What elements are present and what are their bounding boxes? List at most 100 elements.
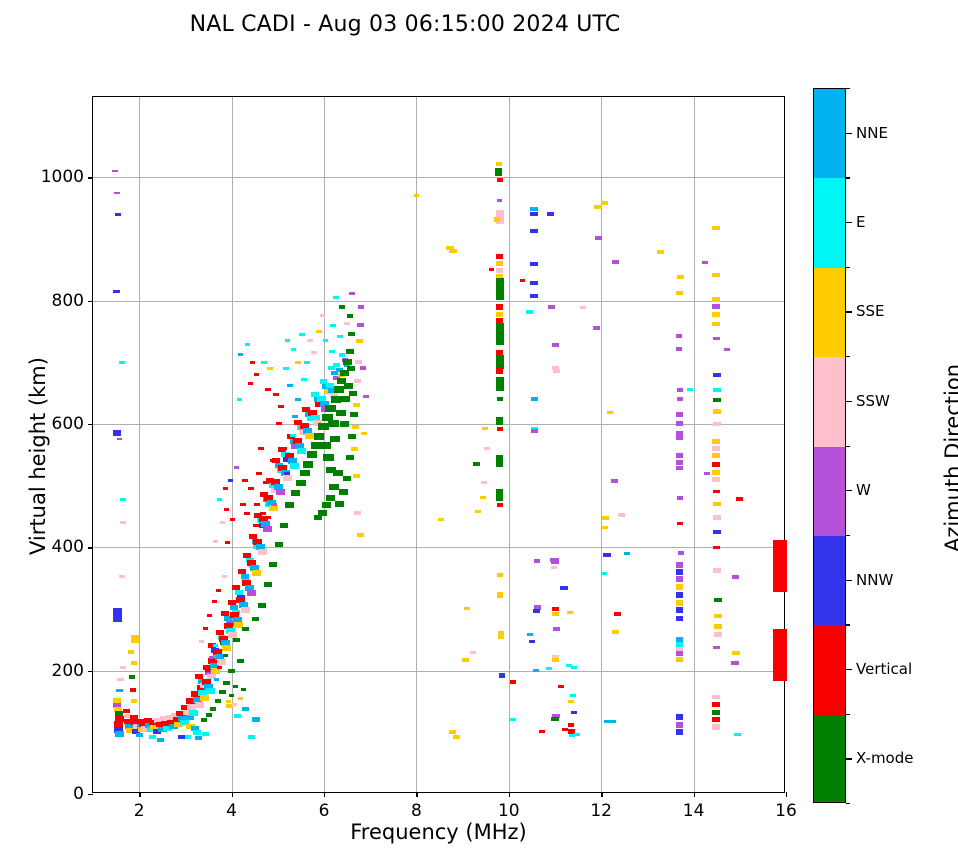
colorbar-segment-x-mode[interactable]	[814, 714, 845, 802]
echo-mark	[711, 710, 720, 716]
echo-mark	[339, 352, 346, 357]
echo-mark	[676, 576, 684, 583]
echo-mark	[211, 600, 217, 604]
echo-mark	[115, 731, 125, 738]
echo-mark	[207, 658, 217, 665]
colorbar-boundary-tick	[846, 177, 850, 179]
echo-mark	[712, 529, 721, 534]
echo-mark	[333, 386, 344, 394]
colorbar-label-e: E	[856, 213, 866, 232]
colorbar-segment-w[interactable]	[814, 446, 845, 537]
colorbar-segment-sse[interactable]	[814, 267, 845, 358]
echo-mark	[223, 616, 232, 622]
colorbar-segment-e[interactable]	[814, 178, 845, 269]
echo-mark	[127, 650, 134, 655]
echo-mark	[497, 592, 504, 599]
echo-mark	[248, 533, 257, 539]
echo-mark	[510, 679, 517, 684]
echo-mark	[713, 645, 721, 649]
echo-mark	[114, 715, 124, 722]
echo-mark	[676, 430, 684, 440]
echo-mark	[676, 522, 683, 526]
echo-mark	[346, 365, 355, 371]
echo-mark	[241, 687, 247, 691]
x-axis-tick	[786, 792, 788, 797]
echo-mark	[184, 715, 194, 720]
echo-mark	[271, 502, 278, 506]
echo-mark	[228, 668, 236, 673]
echo-mark	[304, 433, 314, 440]
echo-mark	[285, 339, 291, 343]
echo-mark	[135, 732, 143, 737]
echo-mark	[566, 610, 573, 614]
echo-mark	[551, 657, 559, 662]
echo-mark	[413, 194, 419, 198]
echo-mark	[340, 396, 350, 403]
echo-mark	[571, 666, 578, 670]
echo-mark	[191, 691, 201, 698]
echo-mark	[317, 509, 327, 516]
echo-mark	[552, 606, 560, 611]
echo-mark	[224, 623, 234, 630]
echo-mark	[600, 571, 607, 575]
y-axis-tick-label: 400	[51, 537, 84, 558]
azimuth-colorbar[interactable]	[813, 88, 846, 803]
echo-mark	[141, 726, 151, 732]
echo-mark	[194, 736, 202, 741]
echo-mark	[200, 695, 210, 702]
echo-mark	[526, 633, 533, 637]
echo-mark	[261, 520, 271, 527]
colorbar-segment-ssw[interactable]	[814, 357, 845, 448]
echo-mark	[115, 212, 122, 216]
echo-mark	[712, 409, 721, 415]
echo-mark	[237, 659, 245, 664]
echo-mark	[712, 387, 721, 392]
x-axis-tick-label: 4	[226, 801, 238, 821]
x-axis-tick	[508, 792, 511, 797]
echo-mark	[711, 476, 720, 482]
echo-mark	[711, 717, 720, 723]
echo-mark	[464, 607, 471, 611]
echo-mark	[346, 313, 353, 318]
echo-mark	[330, 436, 341, 443]
echo-mark	[496, 303, 504, 310]
echo-mark	[496, 454, 504, 467]
echo-mark	[520, 279, 526, 283]
echo-mark	[320, 442, 332, 449]
echo-mark	[306, 451, 317, 459]
colorbar-segment-nne[interactable]	[814, 89, 845, 179]
echo-mark	[676, 561, 684, 568]
echo-mark	[252, 570, 262, 577]
echo-mark	[618, 513, 626, 518]
echo-mark	[258, 447, 265, 451]
echo-mark	[304, 360, 311, 364]
echo-mark	[479, 496, 486, 500]
echo-mark	[172, 717, 182, 723]
colorbar-boundary-tick	[846, 803, 850, 805]
echo-mark	[772, 539, 787, 592]
echo-mark	[120, 521, 127, 525]
colorbar-boundary-tick	[846, 88, 850, 90]
echo-mark	[676, 466, 684, 471]
echo-mark	[602, 515, 610, 520]
echo-mark	[325, 494, 335, 501]
echo-mark	[676, 387, 683, 392]
echo-mark	[546, 212, 554, 217]
echo-mark	[231, 703, 237, 707]
echo-mark	[496, 253, 504, 259]
echo-mark	[275, 422, 282, 426]
echo-mark	[160, 716, 169, 722]
echo-mark	[217, 666, 223, 670]
colorbar-segment-vertical[interactable]	[814, 625, 845, 716]
echo-mark	[225, 540, 231, 544]
echo-mark	[326, 467, 337, 474]
echo-mark	[233, 714, 241, 719]
echo-mark	[198, 639, 204, 643]
echo-mark	[313, 419, 323, 426]
echo-mark	[530, 207, 539, 212]
colorbar-segment-nnw[interactable]	[814, 535, 845, 626]
echo-mark	[233, 465, 239, 469]
echo-mark	[733, 733, 741, 737]
echo-mark	[298, 430, 307, 436]
